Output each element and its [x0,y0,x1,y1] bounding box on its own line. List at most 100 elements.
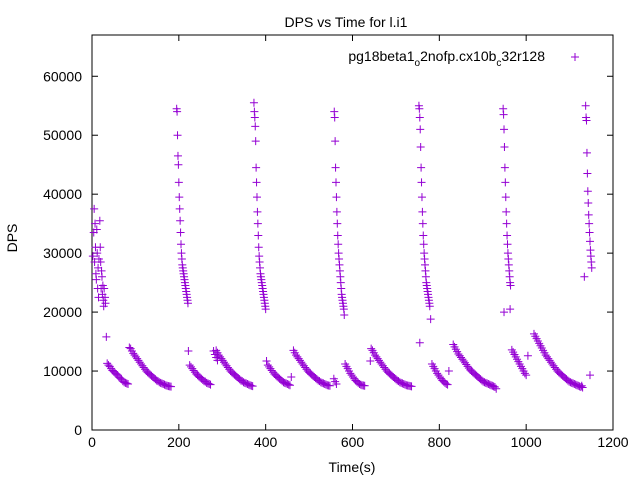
data-point [417,163,426,172]
y-tick-label: 40000 [43,186,82,202]
x-tick-label: 800 [428,434,452,450]
data-point [205,380,214,389]
data-point [284,380,293,389]
data-point [97,272,106,281]
data-point [250,113,259,122]
data-point [253,207,262,216]
data-point [334,240,343,249]
data-point [426,315,435,324]
data-point [261,305,270,314]
data-point [174,178,183,187]
data-point [415,338,424,347]
data-point [585,237,594,246]
data-point [425,302,434,311]
data-point [175,193,184,202]
data-point [206,380,215,389]
data-point [577,381,586,390]
data-point [443,380,452,389]
y-tick-label: 30000 [43,245,82,261]
data-point [248,382,257,391]
data-point [95,216,104,225]
data-point [331,163,340,172]
data-point [583,169,592,178]
data-point [183,299,192,308]
data-point [506,281,515,290]
data-point [332,207,341,216]
x-tick-label: 1000 [511,434,542,450]
data-point [96,243,105,252]
data-point [100,284,109,293]
data-point [576,382,585,391]
data-point [332,380,341,389]
data-point [332,193,341,202]
data-point [101,299,110,308]
data-point [522,371,531,380]
data-point [500,163,509,172]
data-point [251,122,260,131]
data-point [176,228,185,237]
data-point [252,163,261,172]
data-point [582,116,591,125]
data-point [585,371,594,380]
x-axis: 0 200 400 600 800 1000 1200 [88,35,629,450]
y-axis: 0 10000 20000 30000 40000 50000 60000 [43,68,613,438]
y-tick-label: 60000 [43,68,82,84]
data-point [506,305,515,314]
data-point [332,178,341,187]
data-point [254,231,263,240]
data-point [367,344,376,353]
data-point [173,151,182,160]
legend-label: pg18beta1o2nofp.cx10bc32r128 [348,48,545,69]
data-point [581,101,590,110]
chart-title: DPS vs Time for l.i1 [285,14,408,30]
data-point [175,204,184,213]
data-point [444,367,453,376]
y-tick-label: 0 [74,422,82,438]
data-point [416,143,425,152]
data-point [366,357,375,366]
data-point [582,148,591,157]
data-point [331,137,340,146]
data-point [415,104,424,113]
data-point [417,193,426,202]
data-point [499,110,508,119]
data-point [91,219,100,228]
x-tick-label: 1200 [597,434,628,450]
data-point [417,178,426,187]
data-point [92,225,101,234]
data-point [523,351,532,360]
data-point [96,257,105,266]
data-point [330,113,339,122]
y-tick-label: 10000 [43,363,82,379]
data-point [492,384,501,393]
data-point [124,380,133,389]
y-tick-label: 50000 [43,127,82,143]
data-point [500,308,509,317]
data-point [102,332,111,341]
data-point [580,272,589,281]
data-point [501,193,510,202]
data-point [407,382,416,391]
y-tick-label: 20000 [43,304,82,320]
data-point [184,347,193,355]
data-point [584,199,593,208]
data-point [500,125,509,134]
legend-marker-icon [571,53,579,61]
data-point [174,160,183,169]
legend: pg18beta1o2nofp.cx10bc32r128 [348,48,579,69]
data-point [583,187,592,196]
data-point [502,219,511,228]
data-point [585,219,594,228]
data-point [176,216,185,225]
data-point [173,131,182,140]
data-point [340,311,349,320]
data-point [287,372,296,381]
data-point [251,137,260,146]
data-point [442,380,451,389]
data-point [262,357,271,366]
series-points [88,98,596,393]
data-point [167,382,176,391]
data-point [418,207,427,216]
data-point [92,275,101,284]
data-point [285,381,294,390]
